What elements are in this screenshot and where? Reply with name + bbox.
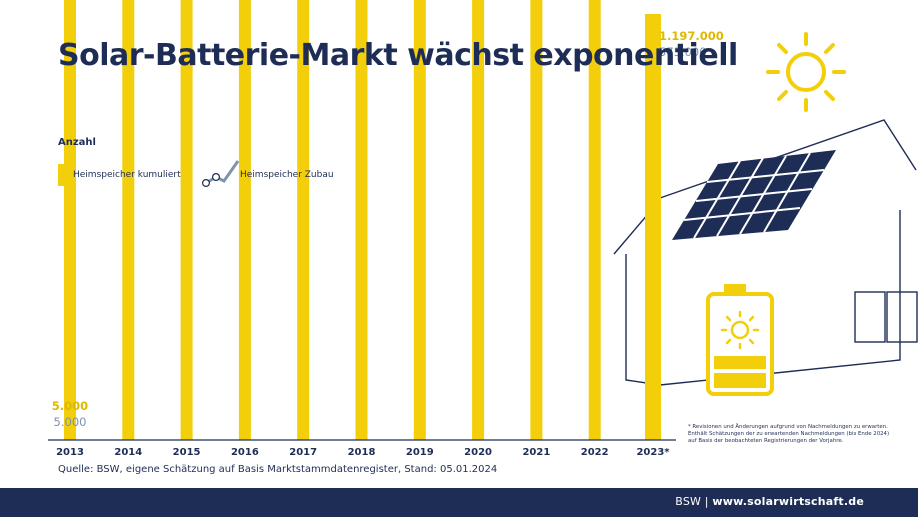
footer-bar: BSW | www.solarwirtschaft.de (0, 488, 918, 517)
legend-heading: Anzahl (58, 137, 96, 148)
footer-separator: | (704, 495, 709, 508)
line-label-2023*: 573.000 (659, 45, 707, 59)
bar-2022 (588, 0, 601, 440)
bar-2023* (645, 14, 661, 440)
bar-2017 (297, 0, 310, 440)
x-tick-2021: 2021 (522, 447, 550, 458)
x-tick-2016: 2016 (231, 447, 259, 458)
x-tick-2013: 2013 (56, 447, 84, 458)
legend-line-icon (202, 160, 240, 188)
x-tick-2022: 2022 (581, 447, 609, 458)
bar-2018 (355, 0, 368, 440)
bar-label-2023*: 1.197.000 (659, 29, 724, 43)
footer-brand: BSW (675, 495, 702, 508)
x-tick-labels: 2013 2014 2015 2016 2017 2018 2019 2020 2021 2022… (56, 447, 670, 458)
x-tick-2019: 2019 (406, 447, 434, 458)
data-labels: 5.0005.00015.00010.00032.00017.00052.000… (52, 29, 724, 429)
x-tick-2020: 2020 (464, 447, 492, 458)
x-tick-2017: 2017 (289, 447, 317, 458)
source-note: Quelle: BSW, eigene Schätzung auf Basis … (58, 464, 498, 475)
bar-2020 (472, 0, 485, 440)
bar-2016 (238, 0, 251, 440)
footer-text: BSW | www.solarwirtschaft.de (675, 495, 864, 508)
bar-label-2013: 5.000 (52, 399, 88, 413)
footer-url[interactable]: www.solarwirtschaft.de (712, 495, 864, 508)
bar-2019 (413, 0, 426, 440)
x-tick-2018: 2018 (348, 447, 376, 458)
x-tick-2015: 2015 (173, 447, 201, 458)
house-window-1 (854, 291, 886, 343)
page-title: Solar-Batterie-Markt wächst exponentiell (58, 38, 738, 73)
bar-2013 (64, 0, 76, 440)
bar-series-kumuliert (64, 0, 661, 440)
solar-panel-icon (672, 150, 836, 240)
footnote: * Revisionen und Änderungen aufgrund von… (688, 424, 890, 444)
house-window-2 (886, 291, 918, 343)
sun-icon (766, 32, 846, 112)
battery-icon (706, 284, 774, 396)
legend-bar-swatch (58, 164, 65, 186)
x-tick-2023*: 2023* (636, 447, 670, 458)
bar-2021 (530, 0, 543, 440)
bar-2014 (122, 0, 135, 440)
x-tick-2014: 2014 (114, 447, 142, 458)
bar-2015 (180, 0, 193, 440)
legend-bar-label: Heimspeicher kumuliert (73, 170, 181, 180)
legend-line-label: Heimspeicher Zubau (240, 170, 334, 180)
line-label-2013: 5.000 (54, 415, 87, 429)
